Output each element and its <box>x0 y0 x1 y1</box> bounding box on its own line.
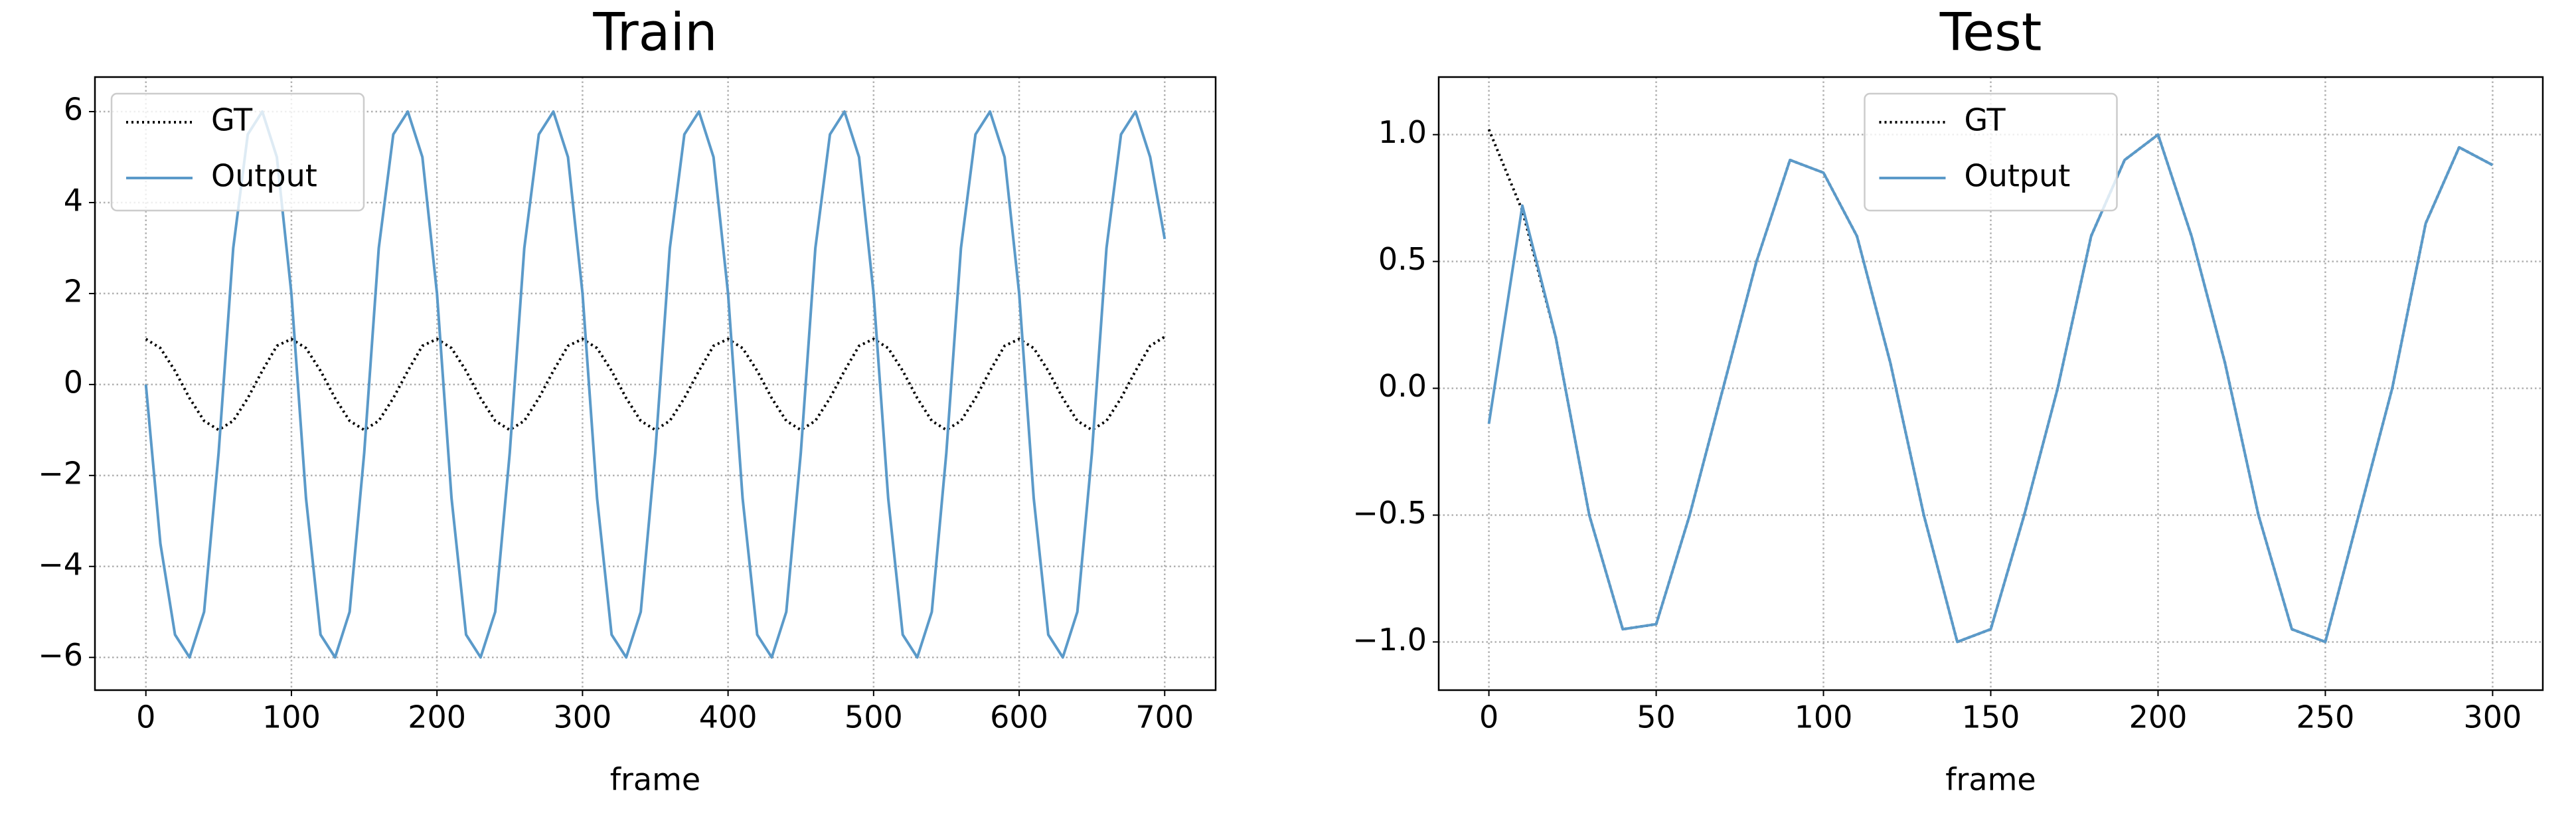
x-tick-label: 100 <box>262 699 321 735</box>
y-tick-label: −2 <box>38 455 83 491</box>
legend-label: Output <box>211 158 317 194</box>
series-line <box>144 110 1167 659</box>
x-tick-label: 200 <box>408 699 466 735</box>
legend-label: GT <box>211 102 253 138</box>
x-tick-label: 700 <box>1135 699 1194 735</box>
y-tick-label: −0.5 <box>1352 495 1427 531</box>
x-tick-label: 400 <box>699 699 758 735</box>
y-tick-label: −1.0 <box>1352 622 1427 658</box>
legend: GT Output <box>110 92 365 212</box>
chart-title: Train <box>592 3 717 62</box>
y-tick-label: −4 <box>38 546 83 582</box>
legend-label: GT <box>1965 102 2006 138</box>
y-tick-label: 6 <box>64 92 83 128</box>
x-tick-label: 600 <box>990 699 1048 735</box>
x-tick-label: 200 <box>2129 699 2188 735</box>
x-tick-label: 100 <box>1795 699 1853 735</box>
x-tick-label: 250 <box>2296 699 2355 735</box>
y-tick-label: 0.0 <box>1378 368 1427 404</box>
x-axis-label: frame <box>1945 762 2036 798</box>
y-tick-label: 2 <box>64 273 83 309</box>
y-tick-label: 4 <box>64 182 83 218</box>
y-tick-label: 0 <box>64 364 83 400</box>
x-axis-label: frame <box>610 762 700 798</box>
axes-frame <box>94 76 1217 691</box>
chart-title: Test <box>1939 3 2042 62</box>
x-tick-label: 150 <box>1962 699 2020 735</box>
legend: GT Output <box>1864 92 2118 212</box>
subplot: Train 0 100 200 300 400 500 600 700 −6 −4 −2 0 2 4 6 fra… <box>38 3 1217 798</box>
x-tick-label: 50 <box>1637 699 1676 735</box>
axes-frame <box>1437 76 2544 691</box>
y-tick-label: 0.5 <box>1378 241 1427 277</box>
y-tick-label: 1.0 <box>1378 114 1427 150</box>
x-tick-label: 300 <box>553 699 611 735</box>
x-tick-label: 300 <box>2464 699 2522 735</box>
y-tick-label: −6 <box>38 637 83 673</box>
x-tick-label: 500 <box>845 699 903 735</box>
x-tick-label: 0 <box>136 699 155 735</box>
series-line <box>1487 133 2494 644</box>
subplot: Test 0 50 100 150 200 250 300 −1.0 −0.5 0.0 0.5 1.0 f… <box>1352 3 2544 798</box>
legend-label: Output <box>1965 158 2071 194</box>
x-tick-label: 0 <box>1479 699 1498 735</box>
